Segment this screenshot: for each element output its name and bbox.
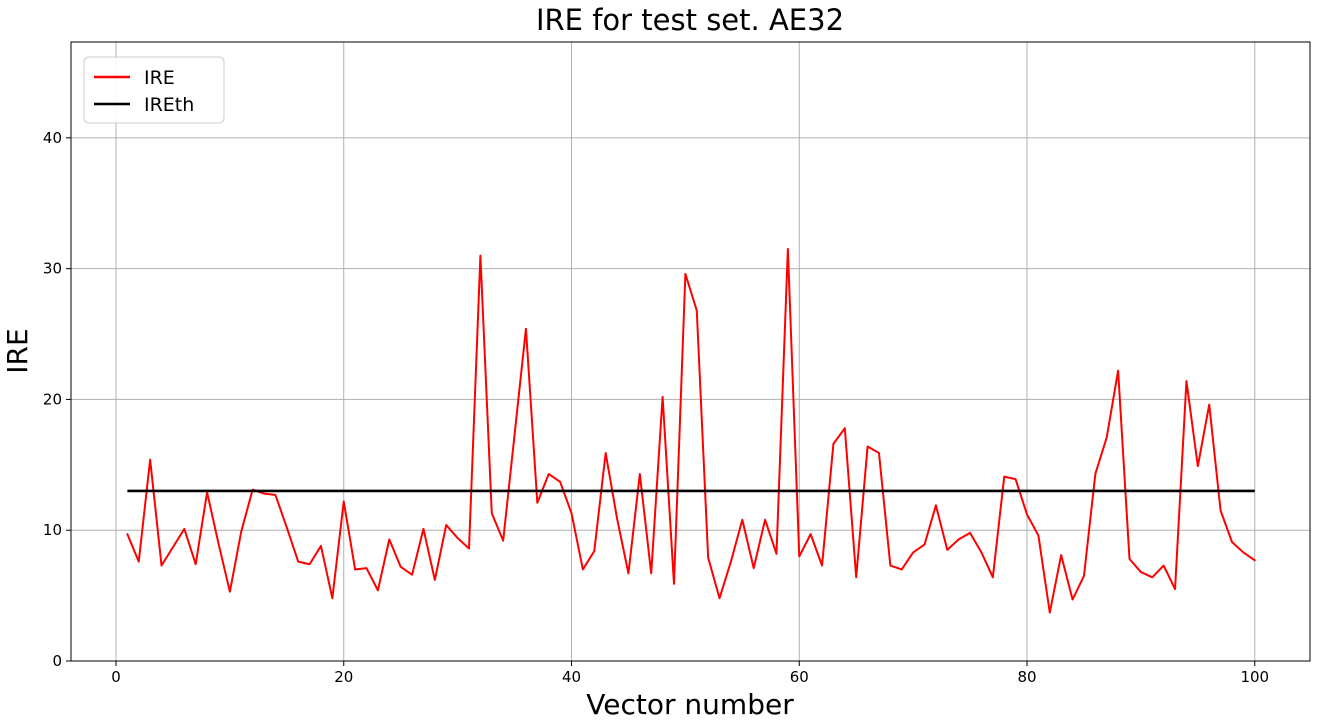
legend-ireth-label: IREth (144, 94, 194, 116)
y-tick-label: 30 (43, 260, 62, 278)
x-tick-label: 20 (334, 668, 353, 686)
grid-lines (71, 42, 1310, 662)
tick-labels: 0 20 40 60 80 100 0 10 20 30 40 (43, 129, 1269, 686)
chart-title: IRE for test set. AE32 (536, 3, 844, 37)
legend: IRE IREth (83, 56, 225, 124)
y-axis-label: IRE (1, 328, 34, 373)
x-tick-label: 80 (1017, 668, 1036, 686)
legend-box (83, 56, 225, 124)
legend-ire-label: IRE (144, 67, 175, 89)
x-tick-label: 40 (562, 668, 581, 686)
x-tick-label: 60 (790, 668, 809, 686)
y-tick-label: 10 (43, 521, 62, 539)
y-tick-label: 20 (43, 390, 62, 408)
axes (66, 41, 1311, 666)
y-tick-label: 40 (43, 129, 62, 147)
plot-area (126, 248, 1256, 614)
x-axis-label: Vector number (586, 688, 794, 721)
ire-line (126, 248, 1256, 614)
axes-spines (70, 41, 1311, 662)
y-tick-label: 0 (52, 652, 62, 670)
x-tick-label: 0 (111, 668, 121, 686)
x-tick-label: 100 (1240, 668, 1269, 686)
